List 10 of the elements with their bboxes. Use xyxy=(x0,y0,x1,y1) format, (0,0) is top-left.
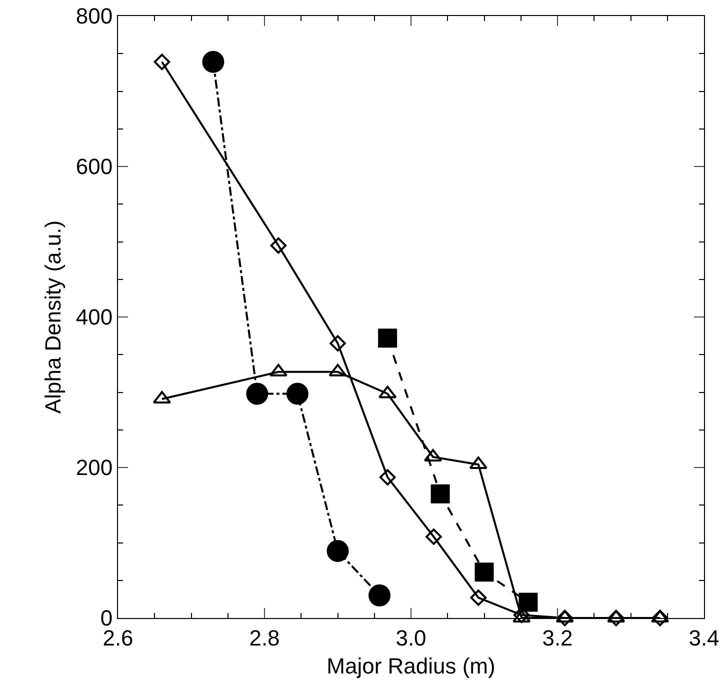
y-axis-title: Alpha Density (a.u.) xyxy=(40,220,66,414)
x-tick-label: 3.4 xyxy=(688,625,720,650)
x-tick-label: 2.8 xyxy=(249,625,280,650)
x-axis-title: Major Radius (m) xyxy=(326,653,496,678)
x-tick-label: 3.0 xyxy=(396,625,426,650)
x-tick-label: 3.2 xyxy=(542,625,573,650)
y-tick-label: 200 xyxy=(76,455,113,480)
y-tick-label: 800 xyxy=(76,4,113,29)
y-tick-label: 400 xyxy=(76,304,113,330)
y-tick-label: 600 xyxy=(76,154,113,180)
